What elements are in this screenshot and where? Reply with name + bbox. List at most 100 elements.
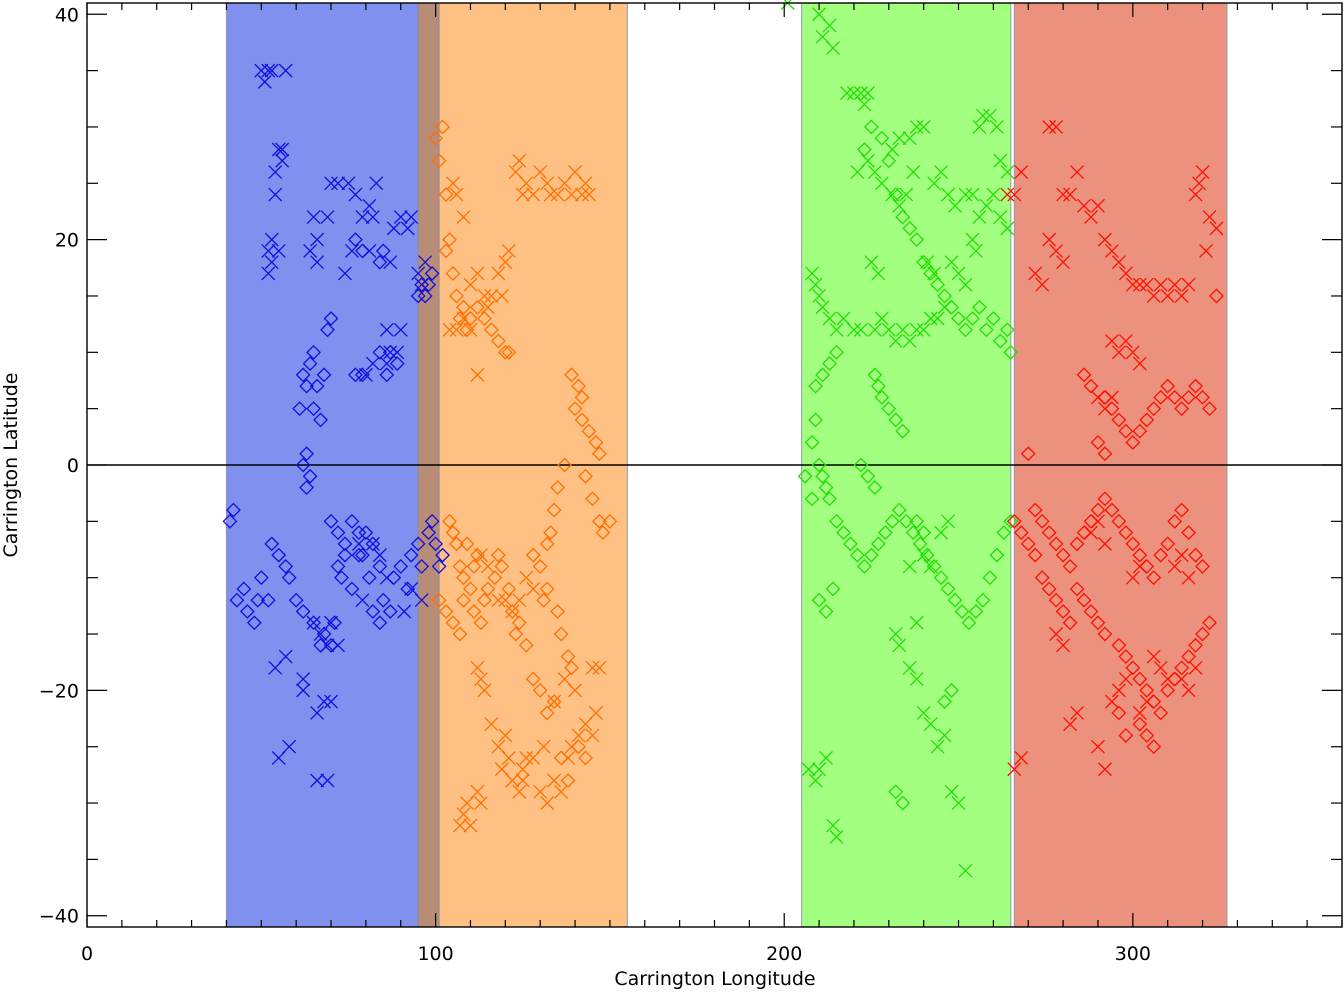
x-marker-point xyxy=(826,818,840,833)
x-marker-point xyxy=(442,322,457,337)
x-marker-point xyxy=(453,818,467,833)
x-marker-point xyxy=(975,108,990,123)
x-marker-point xyxy=(1063,717,1078,732)
x-marker-point xyxy=(923,559,938,574)
diamond-marker-point xyxy=(891,502,907,518)
diamond-marker-point xyxy=(490,333,506,349)
x-marker-point xyxy=(927,266,942,281)
diamond-marker-point xyxy=(585,491,600,507)
x-marker-point xyxy=(867,322,882,337)
x-marker-point xyxy=(400,221,415,236)
diamond-marker-point xyxy=(578,750,593,766)
x-marker-point xyxy=(923,717,938,732)
diamond-marker-point xyxy=(295,604,311,619)
diamond-marker-point xyxy=(327,615,342,631)
diamond-marker-point xyxy=(382,344,398,360)
x-marker-point xyxy=(477,683,492,698)
diamond-marker-point xyxy=(1076,367,1092,383)
diamond-marker-point xyxy=(372,615,388,631)
x-marker-point xyxy=(585,660,600,675)
x-marker-point xyxy=(582,187,596,202)
diamond-marker-point xyxy=(874,130,890,146)
x-marker-point xyxy=(927,176,942,191)
diamond-marker-point xyxy=(592,513,607,529)
diamond-marker-point xyxy=(348,367,363,383)
x-marker-point xyxy=(1091,198,1105,213)
diamond-marker-point xyxy=(916,254,932,270)
x-marker-point xyxy=(888,334,903,349)
diamond-marker-point xyxy=(574,412,590,428)
diamond-marker-point xyxy=(532,558,548,574)
x-marker-point xyxy=(1188,660,1203,675)
diamond-marker-point xyxy=(487,570,503,586)
x-marker-point xyxy=(948,198,963,213)
x-marker-point xyxy=(815,300,830,315)
x-marker-point xyxy=(944,784,959,799)
diamond-marker-point xyxy=(480,581,496,597)
diamond-marker-point xyxy=(525,547,541,563)
x-marker-point xyxy=(1042,119,1057,134)
axis-ticks xyxy=(86,3,1343,927)
diamond-marker-point xyxy=(337,536,353,552)
x-marker-point xyxy=(808,773,823,788)
diamond-marker-point xyxy=(1027,502,1043,518)
diamond-marker-point xyxy=(958,322,973,338)
diamond-marker-point xyxy=(804,491,820,507)
x-marker-point xyxy=(902,334,917,349)
x-marker-point xyxy=(261,63,276,78)
x-marker-point xyxy=(1070,165,1085,179)
diamond-marker-point xyxy=(888,412,904,428)
diamond-marker-point xyxy=(476,592,492,608)
x-marker-point xyxy=(505,773,520,788)
diamond-marker-point xyxy=(1125,536,1141,552)
y-tick-label: 20 xyxy=(55,230,79,252)
x-marker-point xyxy=(533,165,548,179)
diamond-marker-point xyxy=(581,423,597,439)
x-marker-point xyxy=(941,514,956,529)
x-marker-point xyxy=(355,593,370,608)
x-marker-point xyxy=(874,311,889,326)
diamond-marker-point xyxy=(1034,513,1050,529)
x-marker-point xyxy=(282,739,297,754)
diamond-marker-point xyxy=(292,401,308,417)
x-marker-point xyxy=(1049,243,1064,258)
diamond-marker-point xyxy=(539,536,555,552)
x-marker-point xyxy=(1195,165,1210,179)
diamond-marker-point xyxy=(1097,446,1113,462)
diamond-marker-point xyxy=(1139,682,1155,698)
diamond-marker-point xyxy=(982,570,998,586)
diamond-marker-point xyxy=(553,750,569,766)
diamond-marker-point xyxy=(442,232,457,248)
x-marker-point xyxy=(554,784,569,799)
diamond-marker-point xyxy=(511,615,527,631)
diamond-marker-point xyxy=(501,581,517,597)
x-marker-point xyxy=(393,210,408,225)
x-marker-point xyxy=(310,232,325,247)
diamond-marker-point xyxy=(543,525,559,541)
x-marker-point xyxy=(892,131,907,146)
x-marker-point xyxy=(550,187,565,202)
diamond-marker-point xyxy=(968,604,984,619)
diamond-marker-point xyxy=(250,592,266,608)
x-marker-point xyxy=(536,739,551,754)
x-marker-point xyxy=(1035,277,1050,292)
x-marker-point xyxy=(494,762,509,777)
x-marker-point xyxy=(1104,694,1119,709)
diamond-marker-point xyxy=(863,547,879,563)
x-marker-point xyxy=(568,165,583,179)
diamond-marker-point xyxy=(815,468,830,484)
diamond-marker-point xyxy=(808,412,824,428)
x-marker-point xyxy=(982,108,997,123)
x-marker-point xyxy=(278,649,293,664)
x-marker-point xyxy=(449,322,464,337)
x-marker-point xyxy=(1153,277,1168,292)
x-marker-point xyxy=(1097,536,1112,551)
x-marker-point xyxy=(365,210,380,225)
diamond-marker-point xyxy=(818,604,834,619)
x-marker-point xyxy=(355,210,370,225)
x-marker-point xyxy=(264,255,279,270)
diamond-marker-point xyxy=(508,626,524,642)
x-marker-point xyxy=(575,187,589,202)
x-marker-point xyxy=(1174,548,1189,563)
x-marker-point xyxy=(920,255,935,270)
